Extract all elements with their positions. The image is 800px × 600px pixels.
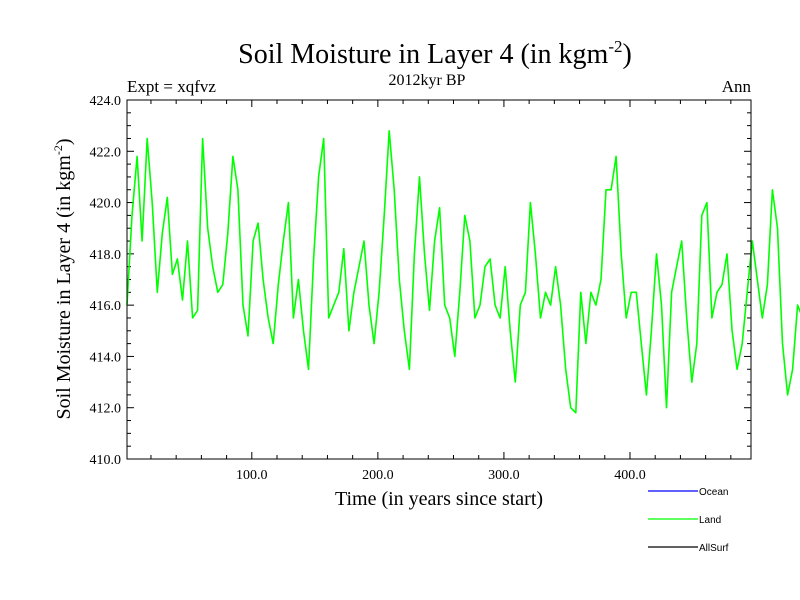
- y-tick-label: 424.0: [90, 94, 122, 109]
- experiment-label: Expt = xqfvz: [127, 77, 216, 96]
- x-tick-label: 300.0: [488, 468, 520, 483]
- legend-label-land: Land: [699, 515, 721, 526]
- legend-label-allsurf: AllSurf: [699, 543, 729, 554]
- data-series: [126, 130, 800, 414]
- x-tick-label: 100.0: [236, 468, 268, 483]
- y-tick-label: 414.0: [90, 350, 122, 365]
- y-tick-label: 420.0: [90, 197, 122, 212]
- season-label: Ann: [722, 77, 752, 96]
- y-tick-label: 410.0: [90, 453, 122, 468]
- y-tick-label: 418.0: [90, 248, 122, 263]
- legend: Ocean Land AllSurf: [648, 487, 729, 554]
- series-line-land: [126, 130, 800, 414]
- chart-subtitle: 2012kyr BP: [389, 72, 466, 89]
- axis-tick-labels: 410.0 412.0 414.0 416.0 418.0 420.0 422.0 424.0…: [90, 94, 646, 483]
- x-tick-label: 200.0: [362, 468, 394, 483]
- legend-label-ocean: Ocean: [699, 487, 728, 498]
- y-tick-label: 422.0: [90, 145, 122, 160]
- y-tick-label: 412.0: [90, 402, 122, 417]
- chart-title: Soil Moisture in Layer 4 (in kgm-2): [238, 37, 632, 70]
- x-tick-label: 400.0: [614, 468, 646, 483]
- y-tick-label: 416.0: [90, 299, 122, 314]
- y-axis-label: Soil Moisture in Layer 4 (in kgm-2): [51, 138, 75, 419]
- plot-frame: [126, 99, 752, 460]
- x-axis-label: Time (in years since start): [335, 488, 543, 510]
- axis-ticks: [127, 99, 751, 460]
